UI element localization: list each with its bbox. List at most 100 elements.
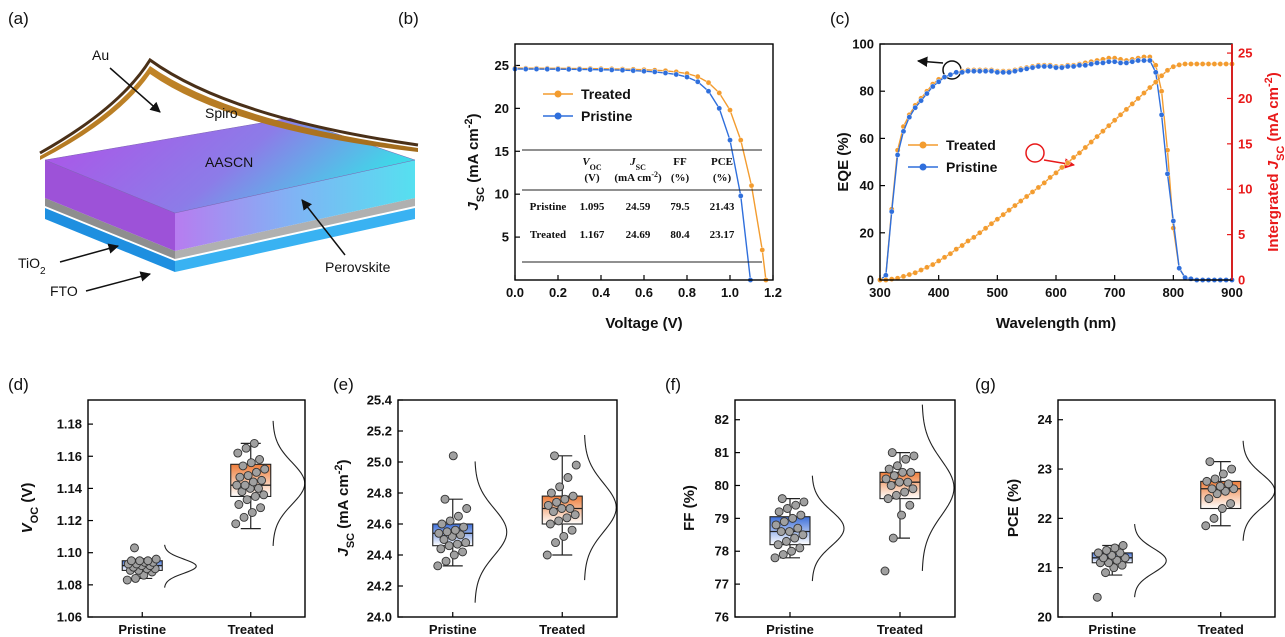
data-point	[906, 271, 913, 278]
y-tick-label: 1.10	[57, 545, 82, 560]
data-point	[151, 554, 161, 564]
data-point	[445, 516, 455, 526]
data-point	[126, 556, 136, 566]
data-point	[1082, 62, 1089, 69]
y-tick-label: 20	[860, 225, 874, 240]
data-point	[608, 67, 615, 73]
y-tick-label: 24.4	[367, 548, 393, 563]
data-point	[260, 464, 270, 474]
distribution-curve	[164, 544, 197, 588]
data-point	[238, 461, 248, 471]
data-point	[453, 511, 463, 521]
y-tick-label: 20	[1038, 610, 1052, 625]
data-point	[1035, 63, 1042, 70]
data-point	[881, 474, 891, 484]
data-point	[122, 575, 132, 585]
y-tick-label: 0	[867, 273, 874, 288]
data-point	[1217, 61, 1224, 67]
y-tick-label: 1.08	[57, 577, 82, 592]
arrow	[59, 243, 120, 263]
series-line	[879, 56, 1232, 281]
distribution-curve	[272, 420, 305, 546]
x-axis-title: Wavelength (nm)	[996, 315, 1116, 332]
data-point	[785, 527, 794, 536]
data-point	[748, 182, 755, 189]
x-tick-label: Treated	[539, 622, 585, 637]
data-point	[906, 114, 913, 120]
y-tick-label: 10	[495, 187, 509, 202]
data-point	[1123, 106, 1130, 113]
x-tick-label: 1.2	[764, 285, 782, 300]
data-point	[1076, 150, 1083, 156]
y-axis-title: JSC (mA cm-2)	[333, 459, 357, 556]
plot-frame	[734, 399, 956, 618]
y-tick-label: 15	[495, 144, 509, 159]
data-point	[1041, 180, 1048, 186]
data-point	[1118, 541, 1128, 550]
data-point	[1064, 63, 1071, 70]
data-point	[1100, 128, 1106, 134]
data-point	[450, 525, 460, 535]
data-point	[787, 546, 797, 556]
data-point	[462, 504, 472, 513]
data-point	[1152, 79, 1159, 85]
data-point	[1117, 112, 1124, 118]
data-point	[662, 70, 669, 76]
y2-tick-label: 10	[1238, 182, 1252, 197]
data-point	[1111, 58, 1118, 65]
data-point	[562, 513, 572, 523]
x-tick-label: Treated	[877, 622, 923, 637]
data-point	[880, 566, 890, 576]
data-point	[1029, 189, 1036, 195]
data-point	[988, 68, 995, 74]
data-point	[1205, 61, 1212, 67]
data-point	[891, 490, 901, 500]
panel: 76 77 78 79 80 81 82 Pristine Treated	[715, 399, 956, 637]
data-point	[1135, 95, 1141, 102]
data-point	[232, 480, 242, 490]
data-point	[259, 490, 269, 500]
layer-label: FTO	[50, 283, 78, 299]
data-point	[1047, 63, 1053, 70]
data-point	[737, 137, 744, 143]
data-point	[1018, 198, 1024, 204]
y2-tick-label: 5	[1238, 227, 1245, 242]
data-point	[440, 494, 450, 504]
data-point	[727, 107, 733, 113]
y-tick-label: 25	[495, 58, 509, 73]
x-tick-label: 0.4	[592, 285, 611, 300]
data-point	[1170, 63, 1177, 70]
data-point	[1194, 61, 1200, 67]
plots: 5 10 15 20 25 0.0 0.2 0.4 0.6 0.8 1.0 1.2 Treated Pri…	[57, 37, 1276, 637]
y-tick-label: 25.0	[367, 455, 392, 470]
plot-frame	[514, 43, 774, 281]
data-point	[1199, 61, 1206, 67]
data-point	[965, 238, 971, 244]
plot-frame	[1057, 399, 1276, 618]
data-point	[900, 487, 910, 497]
annotation-arrow	[916, 56, 944, 67]
data-point	[1070, 154, 1077, 161]
data-point	[1064, 160, 1071, 166]
data-point	[918, 97, 924, 104]
panel: 1.06 1.08 1.10 1.12 1.14 1.16 1.18 Pristine Trea…	[57, 399, 306, 637]
y2-tick-label: 25	[1238, 46, 1252, 61]
data-point	[935, 258, 942, 264]
data-point	[1202, 476, 1212, 486]
data-point	[716, 90, 723, 96]
y-tick-label: 40	[860, 178, 874, 193]
distribution-curve	[921, 404, 955, 571]
y-tick-label: 23	[1038, 462, 1052, 477]
data-point	[1152, 69, 1159, 76]
data-point	[953, 69, 960, 76]
data-point	[1227, 464, 1237, 474]
distribution-curve	[474, 461, 508, 603]
y2-tick-label: 20	[1238, 91, 1252, 106]
data-point	[249, 438, 259, 448]
data-point	[241, 443, 251, 453]
data-point	[918, 267, 924, 273]
data-point	[254, 483, 263, 493]
data-point	[903, 477, 913, 487]
data-point	[1006, 69, 1012, 76]
data-point	[930, 261, 936, 268]
